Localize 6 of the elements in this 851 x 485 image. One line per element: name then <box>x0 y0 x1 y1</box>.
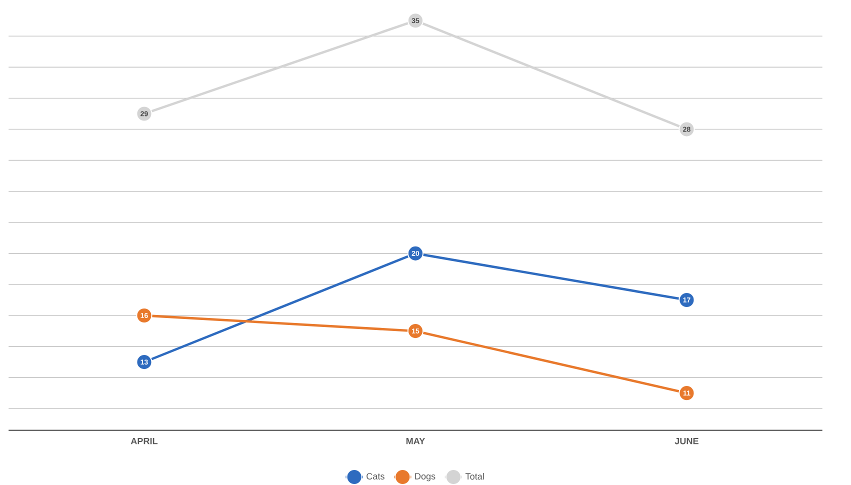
legend-label: Cats <box>366 473 384 480</box>
x-tick-label: APRIL <box>130 438 158 444</box>
x-tick-label: JUNE <box>674 438 698 444</box>
legend-label: Dogs <box>415 473 436 482</box>
legend-label: Total <box>465 473 484 480</box>
x-tick-label: MAY <box>406 438 425 444</box>
